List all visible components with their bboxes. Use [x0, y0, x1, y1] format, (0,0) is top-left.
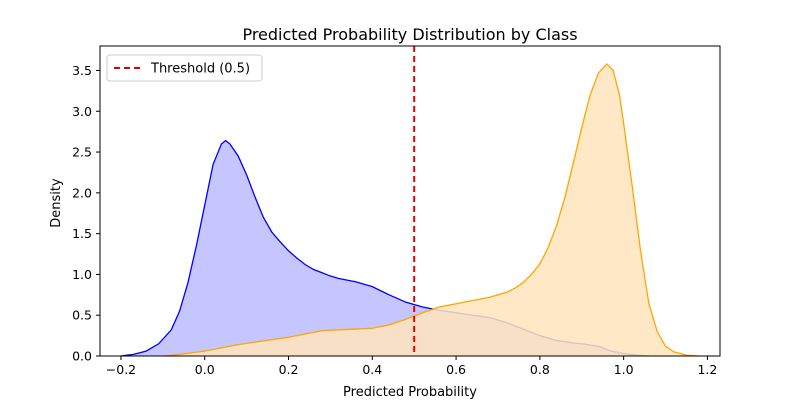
x-tick-label: 0.0: [195, 362, 215, 377]
x-tick-label: 0.4: [362, 362, 382, 377]
y-tick-label: 2.5: [72, 145, 92, 160]
y-tick-label: 0.0: [72, 349, 92, 364]
x-axis-label: Predicted Probability: [343, 385, 477, 400]
y-axis: 0.0 0.5 1.0 1.5 2.0 2.5 3.0 3.5: [72, 63, 100, 364]
y-tick-label: 3.0: [72, 104, 92, 119]
plot-area: [99, 45, 721, 357]
legend-threshold-label: Threshold (0.5): [150, 62, 250, 77]
plot-frame: [99, 45, 721, 357]
series-1-area: [120, 140, 649, 356]
chart-title: Predicted Probability Distribution by Cl…: [242, 25, 577, 44]
y-tick-label: 0.5: [72, 308, 92, 323]
legend: Threshold (0.5): [106, 54, 263, 82]
x-tick-label: 0.2: [279, 362, 299, 377]
y-tick-label: 1.0: [72, 267, 92, 282]
x-tick-label: 1.2: [697, 362, 717, 377]
x-tick-label: 0.6: [446, 362, 466, 377]
series-2-line: [162, 63, 700, 357]
y-axis-label: Density: [49, 178, 64, 228]
x-tick-label: 0.8: [530, 362, 550, 377]
series-layer: [120, 63, 700, 357]
y-tick-label: 1.5: [72, 226, 92, 241]
x-tick-label: −0.2: [106, 362, 136, 377]
series-2-area: [162, 63, 700, 356]
legend-box: [106, 54, 263, 82]
y-tick-label: 2.0: [72, 185, 92, 200]
y-tick-label: 3.5: [72, 63, 92, 78]
x-axis: −0.2 0.0 0.2 0.4 0.6 0.8 1.0 1.2: [106, 356, 717, 377]
x-tick-label: 1.0: [614, 362, 634, 377]
